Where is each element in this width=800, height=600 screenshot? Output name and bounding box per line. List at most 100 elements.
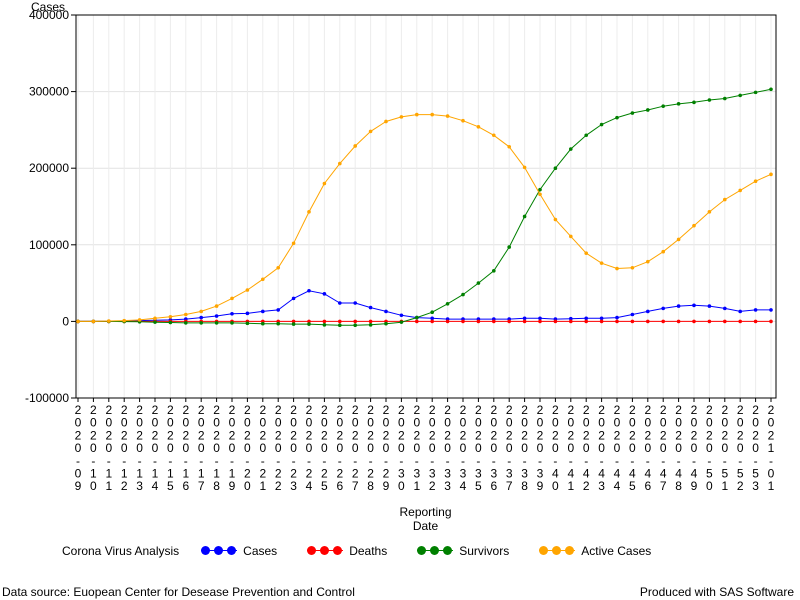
data-point-survivors bbox=[461, 292, 465, 297]
x-tick-label: 2 0 2 0 -5 0 bbox=[706, 403, 713, 493]
y-tick-label: 0 bbox=[62, 314, 69, 328]
data-point-active-cases bbox=[753, 179, 758, 184]
data-point-active-cases bbox=[676, 237, 681, 242]
data-point-active-cases bbox=[107, 319, 111, 323]
x-tick-label: 2 0 2 0 -1 1 bbox=[105, 403, 112, 493]
data-point-cases bbox=[245, 311, 250, 316]
data-point-survivors bbox=[199, 321, 203, 325]
legend-swatch-survivors bbox=[417, 546, 454, 556]
data-point-active-cases bbox=[553, 217, 558, 222]
data-point-deaths bbox=[415, 319, 419, 324]
data-point-survivors bbox=[507, 245, 512, 249]
y-tick-label: -100000 bbox=[25, 391, 69, 405]
x-tick-label: 2 0 2 0 -1 8 bbox=[213, 403, 220, 493]
data-point-survivors bbox=[676, 102, 681, 106]
data-point-active-cases bbox=[476, 125, 481, 129]
data-point-deaths bbox=[461, 319, 465, 324]
plot-frame bbox=[75, 14, 777, 399]
data-point-cases bbox=[676, 304, 681, 308]
data-point-deaths bbox=[322, 319, 327, 324]
x-tick-label: 2 0 2 0 -4 5 bbox=[629, 403, 636, 493]
data-point-active-cases bbox=[769, 172, 773, 177]
x-tick-label: 2 0 2 0 -3 1 bbox=[413, 403, 420, 493]
data-point-cases bbox=[261, 309, 265, 314]
data-point-deaths bbox=[661, 319, 665, 324]
data-point-deaths bbox=[307, 319, 311, 324]
x-tick-label: 2 0 2 0 -3 5 bbox=[475, 403, 482, 493]
footer-produced-with: Produced with SAS Software bbox=[639, 585, 794, 599]
x-tick-label: 2 0 2 0 -2 8 bbox=[367, 403, 374, 493]
data-point-deaths bbox=[615, 319, 619, 324]
data-point-cases bbox=[753, 308, 758, 312]
data-point-survivors bbox=[584, 133, 588, 138]
data-point-survivors bbox=[753, 90, 758, 95]
legend-swatch-dot bbox=[227, 546, 237, 555]
data-point-survivors bbox=[630, 111, 635, 115]
data-point-active-cases bbox=[445, 114, 450, 118]
data-point-survivors bbox=[230, 321, 234, 325]
x-tick-label: 2 0 2 0 -1 6 bbox=[182, 403, 189, 493]
data-point-active-cases bbox=[368, 129, 373, 134]
legend-swatch-dot bbox=[565, 546, 575, 555]
x-tick-label: 2 0 2 0 -5 3 bbox=[752, 403, 759, 493]
data-point-cases bbox=[599, 316, 604, 321]
data-point-survivors bbox=[615, 115, 619, 120]
data-point-survivors bbox=[430, 310, 435, 315]
data-point-active-cases bbox=[76, 319, 80, 324]
legend-swatch-dot bbox=[201, 546, 211, 555]
data-point-survivors bbox=[276, 321, 281, 326]
x-tick-label: 2 0 2 0 -3 2 bbox=[429, 403, 436, 493]
legend-swatch-deaths bbox=[307, 546, 344, 556]
x-tick-label: 2 0 2 0 -3 8 bbox=[521, 403, 528, 493]
data-point-active-cases bbox=[615, 266, 619, 271]
data-point-survivors bbox=[599, 122, 604, 127]
data-point-survivors bbox=[476, 281, 481, 285]
data-point-deaths bbox=[507, 319, 512, 324]
data-point-survivors bbox=[553, 166, 558, 170]
legend-swatch-cases bbox=[201, 546, 238, 556]
data-point-cases bbox=[584, 316, 588, 321]
data-point-deaths bbox=[692, 319, 696, 324]
data-point-deaths bbox=[676, 319, 681, 324]
data-point-cases bbox=[276, 308, 281, 312]
data-point-active-cases bbox=[291, 241, 296, 246]
data-point-deaths bbox=[430, 319, 435, 324]
data-point-survivors bbox=[153, 320, 157, 324]
data-point-cases bbox=[399, 313, 404, 318]
x-tick-label: 2 0 2 0 -3 4 bbox=[460, 403, 467, 493]
legend-swatch-dot bbox=[214, 546, 224, 555]
data-point-deaths bbox=[769, 319, 773, 324]
data-point-survivors bbox=[707, 98, 712, 102]
data-point-survivors bbox=[415, 315, 419, 320]
data-point-active-cases bbox=[384, 119, 388, 124]
data-point-cases bbox=[646, 309, 650, 314]
data-point-cases bbox=[615, 315, 619, 320]
x-tick-label: 2 0 2 0 -4 2 bbox=[583, 403, 590, 493]
x-tick-label: 2 0 2 0 -4 7 bbox=[660, 403, 667, 493]
data-point-deaths bbox=[492, 319, 496, 324]
x-tick-label: 2 0 2 0 -2 7 bbox=[352, 403, 359, 493]
data-point-survivors bbox=[661, 104, 665, 108]
x-tick-label: 2 0 2 0 -3 6 bbox=[490, 403, 497, 493]
data-point-survivors bbox=[307, 322, 311, 326]
x-tick-label: 2 0 2 0 -3 0 bbox=[398, 403, 405, 493]
data-point-cases bbox=[692, 303, 696, 308]
data-point-deaths bbox=[522, 319, 527, 324]
legend-label-active-cases: Active Cases bbox=[581, 544, 652, 558]
data-point-survivors bbox=[353, 323, 358, 328]
data-point-survivors bbox=[214, 321, 219, 325]
data-point-cases bbox=[630, 312, 635, 317]
legend-swatch-dot bbox=[430, 546, 440, 555]
data-point-deaths bbox=[599, 319, 604, 324]
data-point-cases bbox=[569, 316, 573, 321]
data-point-survivors bbox=[445, 301, 450, 306]
legend-swatch-dot bbox=[320, 546, 330, 555]
data-point-active-cases bbox=[399, 115, 404, 119]
data-point-active-cases bbox=[230, 296, 234, 301]
data-point-survivors bbox=[769, 87, 773, 92]
data-point-survivors bbox=[538, 187, 542, 192]
y-tick-label: 100000 bbox=[29, 238, 69, 252]
data-point-survivors bbox=[646, 108, 650, 112]
series-line-cases bbox=[78, 290, 771, 322]
